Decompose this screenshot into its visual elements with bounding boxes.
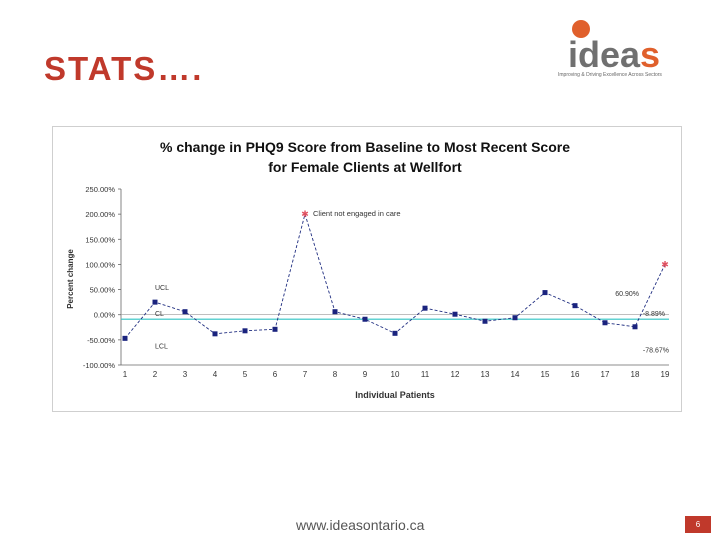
x-tick-label: 15 [541, 370, 550, 379]
x-tick-label: 12 [451, 370, 460, 379]
logo-wordmark: ideas [568, 34, 660, 76]
footer-url[interactable]: www.ideasontario.ca [296, 517, 425, 533]
data-point-marker [512, 315, 518, 321]
ucl-label: UCL [155, 285, 169, 292]
data-point-marker [422, 305, 428, 311]
annotation-label: Client not engaged in care [313, 209, 401, 218]
y-tick-label: 250.00% [85, 185, 115, 194]
x-tick-label: 1 [123, 370, 128, 379]
x-tick-label: 2 [153, 370, 158, 379]
x-tick-label: 19 [661, 370, 670, 379]
logo-tagline: Improving & Driving Excellence Across Se… [558, 72, 662, 78]
data-point-marker [482, 318, 488, 324]
data-point-marker [242, 328, 248, 334]
chart-title-line2: for Female Clients at Wellfort [268, 159, 462, 175]
y-tick-label: -50.00% [87, 336, 115, 345]
highlight-point-marker: ✱ [301, 209, 309, 219]
data-point-marker [332, 309, 338, 315]
data-point-marker [572, 303, 578, 309]
x-tick-label: 18 [631, 370, 640, 379]
data-point-marker [542, 290, 548, 296]
x-tick-label: 9 [363, 370, 368, 379]
centre-line-value-label: -8.89% [643, 311, 665, 318]
slide-title: STATS…. [44, 50, 204, 87]
y-axis-label: Percent change [66, 249, 75, 309]
x-axis-label: Individual Patients [355, 390, 435, 400]
x-tick-label: 14 [511, 370, 520, 379]
y-tick-label: 50.00% [90, 286, 116, 295]
data-point-marker [392, 330, 398, 336]
ucl-value-label: 60.90% [615, 291, 639, 298]
x-tick-label: 16 [571, 370, 580, 379]
lcl-value-label: -78.67% [643, 347, 669, 354]
page-number: 6 [685, 516, 711, 533]
logo-word-accent: s [640, 34, 661, 75]
y-tick-label: 200.00% [85, 210, 115, 219]
data-point-marker [212, 331, 218, 337]
x-tick-label: 13 [481, 370, 490, 379]
data-point-marker [152, 299, 158, 305]
y-tick-label: -100.00% [83, 361, 115, 370]
data-point-marker [182, 309, 188, 315]
control-chart: % change in PHQ9 Score from Baseline to … [66, 139, 670, 400]
data-point-marker [632, 324, 638, 330]
logo-dot-icon [572, 20, 590, 38]
data-point-marker [272, 326, 278, 332]
y-tick-label: 100.00% [85, 260, 115, 269]
data-point-marker [602, 320, 608, 326]
chart-frame: % change in PHQ9 Score from Baseline to … [52, 126, 682, 412]
data-point-marker [122, 335, 128, 341]
x-tick-label: 7 [303, 370, 308, 379]
centre-line-label: CL [155, 311, 164, 318]
lcl-label: LCL [155, 343, 168, 350]
x-tick-label: 4 [213, 370, 218, 379]
data-point-marker [452, 311, 458, 317]
x-tick-label: 6 [273, 370, 278, 379]
x-tick-label: 3 [183, 370, 188, 379]
x-tick-label: 11 [421, 370, 430, 379]
x-tick-label: 5 [243, 370, 248, 379]
y-tick-label: 0.00% [94, 311, 116, 320]
data-point-marker [362, 316, 368, 322]
ideas-logo: ideas Improving & Driving Excellence Acr… [556, 20, 686, 82]
y-tick-label: 150.00% [85, 235, 115, 244]
x-tick-label: 10 [391, 370, 400, 379]
highlight-point-marker: ✱ [661, 259, 669, 269]
x-tick-label: 8 [333, 370, 338, 379]
logo-word-main: idea [568, 34, 641, 75]
x-tick-label: 17 [601, 370, 610, 379]
chart-title-line1: % change in PHQ9 Score from Baseline to … [160, 139, 570, 155]
